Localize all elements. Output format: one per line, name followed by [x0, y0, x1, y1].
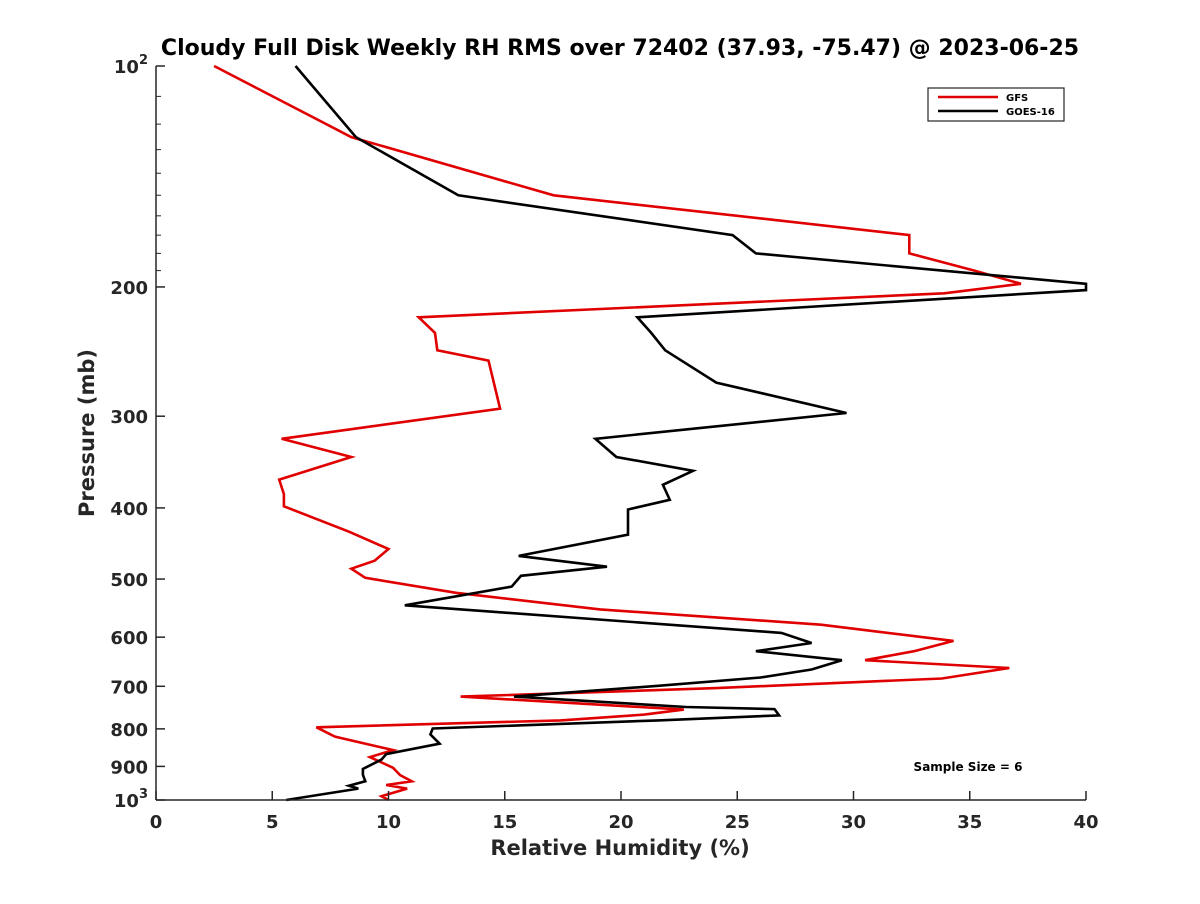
ticks-layer: 0 5 10 15 20 25 30 35 40 102 200 300 400 500 600 700 800… — [110, 53, 1098, 833]
y-tick-label: 500 — [110, 570, 148, 591]
y-tick-label: 102 — [114, 53, 148, 78]
y-tick-label: 800 — [110, 720, 148, 741]
legend-box — [927, 87, 1065, 122]
legend-label: GOES-16 — [1006, 107, 1055, 118]
x-tick-label: 0 — [150, 812, 163, 833]
series-line-gfs — [213, 64, 1022, 802]
y-tick-label: 103 — [114, 787, 148, 812]
y-axis-label: Pressure (mb) — [75, 349, 99, 517]
legend-label: GFS — [1006, 93, 1028, 104]
y-tick-label: 700 — [110, 677, 148, 698]
x-tick-label: 20 — [608, 812, 633, 833]
x-tick-label: 25 — [725, 812, 750, 833]
x-tick-label: 10 — [376, 812, 401, 833]
legend: GFS GOES-16 — [927, 87, 1065, 122]
x-tick-label: 15 — [492, 812, 517, 833]
plot-area — [156, 66, 1086, 800]
x-tick-label: 5 — [266, 812, 279, 833]
plot-background — [156, 66, 1086, 800]
sample-size-annotation: Sample Size = 6 — [914, 760, 1023, 774]
x-tick-label: 35 — [957, 812, 982, 833]
series-line-goes-16 — [285, 65, 1088, 802]
y-tick-label: 400 — [110, 499, 148, 520]
x-tick-label: 40 — [1073, 812, 1098, 833]
y-tick-label: 300 — [110, 407, 148, 428]
x-axis-label: Relative Humidity (%) — [490, 836, 749, 860]
y-tick-label: 200 — [110, 278, 148, 299]
series-layer — [213, 64, 1088, 802]
x-tick-label: 30 — [841, 812, 866, 833]
chart-title: Cloudy Full Disk Weekly RH RMS over 7240… — [161, 36, 1079, 61]
y-tick-label: 900 — [110, 757, 148, 778]
y-tick-label: 600 — [110, 628, 148, 649]
